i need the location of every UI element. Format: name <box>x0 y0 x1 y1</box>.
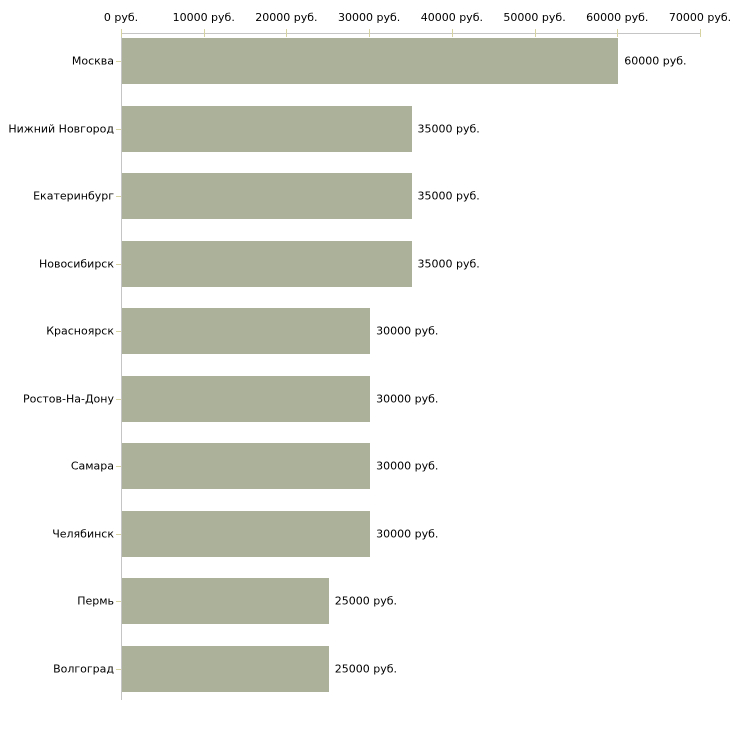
bar-value-label: 35000 руб. <box>417 257 480 271</box>
x-axis-tick-label: 70000 руб. <box>668 11 730 24</box>
x-axis-tick <box>534 29 536 37</box>
x-axis-tick <box>617 29 619 37</box>
bar <box>122 38 619 84</box>
category-label: Нижний Новгород <box>8 122 114 136</box>
y-axis-tick <box>116 668 121 670</box>
x-axis-tick-label: 40000 руб. <box>420 11 483 24</box>
x-axis-tick-label: 0 руб. <box>103 11 139 24</box>
bar-value-label: 30000 руб. <box>376 324 439 338</box>
y-axis-tick <box>116 533 121 535</box>
bar <box>122 173 412 220</box>
x-axis-tick-label: 60000 руб. <box>586 11 649 24</box>
bar <box>122 308 371 355</box>
bar-value-label: 25000 руб. <box>334 662 398 676</box>
y-axis-tick <box>116 61 121 62</box>
category-label: Красноярск <box>46 324 114 338</box>
category-label: Волгоград <box>53 662 114 676</box>
bar <box>122 510 371 557</box>
x-axis-tick-label: 10000 руб. <box>172 11 235 24</box>
category-label: Екатеринбург <box>33 189 114 203</box>
bar <box>122 375 371 422</box>
category-label: Пермь <box>77 594 114 608</box>
y-axis-tick <box>116 398 121 400</box>
bar-value-label: 35000 руб. <box>417 122 480 136</box>
category-label: Челябинск <box>52 527 114 541</box>
category-label: Ростов-На-Дону <box>22 392 114 406</box>
category-label: Москва <box>71 54 114 68</box>
bar <box>122 240 412 287</box>
x-axis-tick <box>286 29 288 37</box>
category-label: Новосибирск <box>38 257 114 271</box>
y-axis-tick <box>116 466 121 468</box>
bar <box>122 578 329 625</box>
x-axis-tick <box>121 29 122 37</box>
bar-value-label: 35000 руб. <box>417 189 480 203</box>
y-axis-tick <box>116 196 121 198</box>
bar-value-label: 25000 руб. <box>334 594 398 608</box>
y-axis-tick <box>116 128 121 130</box>
y-axis-tick <box>116 331 121 333</box>
bar-value-label: 30000 руб. <box>376 392 439 406</box>
x-axis-tick <box>451 29 453 37</box>
x-axis-tick-label: 20000 руб. <box>255 11 318 24</box>
bar-value-label: 30000 руб. <box>376 527 439 541</box>
y-axis-line <box>121 33 122 700</box>
category-label: Самара <box>70 459 114 473</box>
y-axis-tick <box>116 601 121 603</box>
bar <box>122 105 412 152</box>
x-axis-tick-label: 30000 руб. <box>338 11 401 24</box>
x-axis-tick <box>203 29 205 37</box>
bar-value-label: 30000 руб. <box>376 459 439 473</box>
bar-value-label: 60000 руб. <box>624 54 687 68</box>
x-axis-tick <box>369 29 371 37</box>
x-axis-tick <box>700 29 701 37</box>
x-axis-line <box>121 33 701 34</box>
bar <box>122 443 371 490</box>
y-axis-tick <box>116 263 121 265</box>
bar <box>122 645 329 692</box>
x-axis-tick-label: 50000 руб. <box>503 11 566 24</box>
